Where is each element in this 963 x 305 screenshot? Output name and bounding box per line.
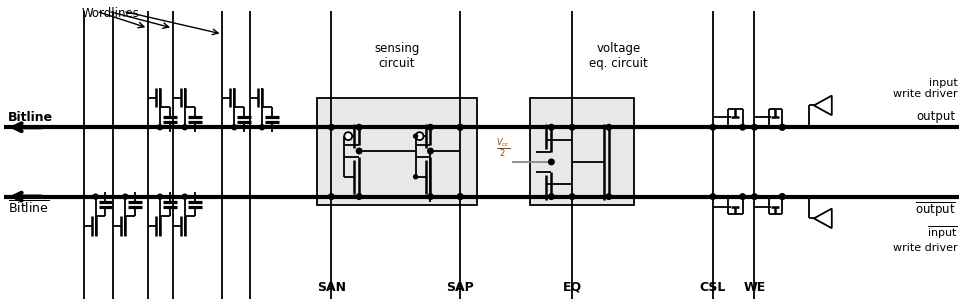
Circle shape bbox=[569, 194, 575, 199]
Circle shape bbox=[328, 194, 334, 199]
Circle shape bbox=[416, 132, 424, 140]
Circle shape bbox=[606, 194, 612, 199]
Bar bbox=[317, 98, 477, 205]
Text: $\frac{V_{cc}}{2}$: $\frac{V_{cc}}{2}$ bbox=[496, 137, 509, 160]
Circle shape bbox=[414, 175, 418, 179]
Circle shape bbox=[428, 124, 433, 130]
Circle shape bbox=[606, 124, 612, 130]
Circle shape bbox=[779, 124, 785, 130]
Text: WE: WE bbox=[743, 281, 766, 294]
Circle shape bbox=[549, 159, 554, 165]
Circle shape bbox=[93, 194, 98, 199]
Text: $\overline{\mathrm{Bitline}}$: $\overline{\mathrm{Bitline}}$ bbox=[9, 199, 50, 216]
Circle shape bbox=[158, 125, 163, 130]
Bar bbox=[530, 98, 634, 205]
Text: $\overline{\mathrm{input}}$
write driver: $\overline{\mathrm{input}}$ write driver bbox=[893, 224, 957, 253]
Text: SAP: SAP bbox=[446, 281, 474, 294]
Circle shape bbox=[710, 124, 716, 130]
Text: $\overline{\mathrm{output}}$: $\overline{\mathrm{output}}$ bbox=[915, 201, 955, 219]
Text: Wordlines: Wordlines bbox=[82, 7, 140, 20]
Circle shape bbox=[344, 132, 352, 140]
Circle shape bbox=[779, 124, 785, 130]
Circle shape bbox=[158, 194, 163, 199]
Circle shape bbox=[457, 194, 463, 199]
Circle shape bbox=[232, 125, 237, 130]
Circle shape bbox=[428, 194, 433, 199]
Text: sensing
circuit: sensing circuit bbox=[374, 42, 420, 70]
Circle shape bbox=[779, 194, 785, 199]
Text: SAN: SAN bbox=[317, 281, 346, 294]
Text: input
write driver: input write driver bbox=[893, 78, 957, 99]
Circle shape bbox=[414, 134, 418, 138]
Circle shape bbox=[569, 124, 575, 130]
Text: output: output bbox=[917, 110, 955, 123]
Circle shape bbox=[740, 124, 745, 130]
Circle shape bbox=[328, 124, 334, 130]
Circle shape bbox=[752, 124, 757, 130]
Circle shape bbox=[779, 194, 785, 199]
Circle shape bbox=[457, 194, 463, 199]
Circle shape bbox=[710, 194, 716, 199]
Circle shape bbox=[123, 194, 128, 199]
Circle shape bbox=[182, 194, 187, 199]
Circle shape bbox=[260, 125, 265, 130]
Circle shape bbox=[740, 194, 745, 199]
Circle shape bbox=[356, 124, 362, 130]
Circle shape bbox=[356, 148, 362, 154]
Circle shape bbox=[356, 194, 362, 199]
Circle shape bbox=[549, 124, 554, 130]
Text: CSL: CSL bbox=[700, 281, 726, 294]
Text: Bitline: Bitline bbox=[9, 111, 54, 124]
Circle shape bbox=[428, 148, 433, 154]
Circle shape bbox=[457, 124, 463, 130]
Circle shape bbox=[549, 194, 554, 199]
Text: EQ: EQ bbox=[562, 281, 582, 294]
Circle shape bbox=[457, 124, 463, 130]
Text: voltage
eq. circuit: voltage eq. circuit bbox=[589, 42, 648, 70]
Circle shape bbox=[182, 125, 187, 130]
Circle shape bbox=[752, 194, 757, 199]
